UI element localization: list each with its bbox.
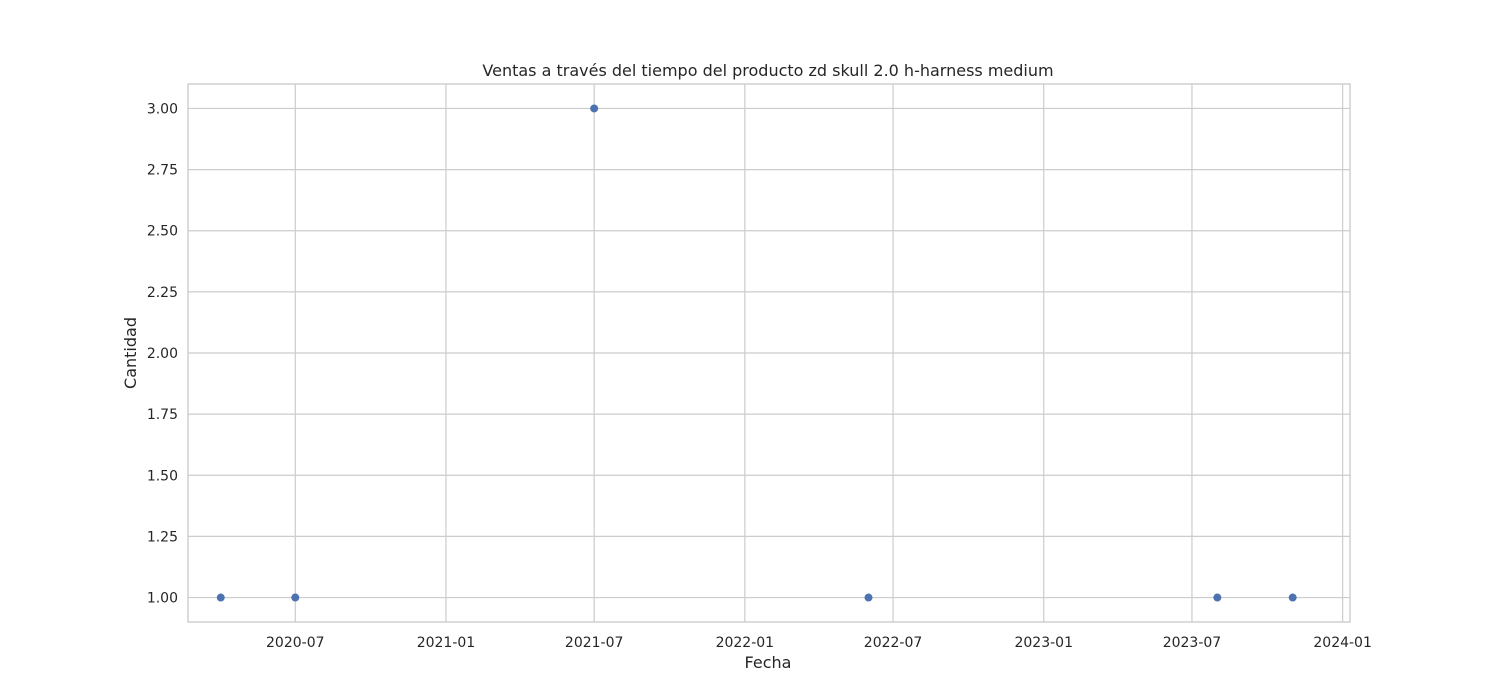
data-point: [1288, 593, 1297, 602]
x-tick-label: 2022-07: [864, 635, 923, 651]
x-axis-ticks: 2020-07 2021-01 2021-07 2022-01 2022-07 2023-…: [266, 635, 1372, 651]
chart-title: Ventas a través del tiempo del producto …: [482, 61, 1053, 80]
data-points: [216, 104, 1297, 602]
y-tick-label: 2.50: [147, 224, 178, 240]
y-tick-label: 2.00: [147, 346, 178, 362]
data-point: [1213, 593, 1222, 602]
y-tick-label: 2.75: [147, 163, 178, 179]
y-axis-label: Cantidad: [121, 317, 140, 389]
x-tick-label: 2023-01: [1014, 635, 1073, 651]
x-tick-label: 2024-01: [1313, 635, 1372, 651]
y-tick-label: 1.75: [147, 407, 178, 423]
y-tick-label: 2.25: [147, 285, 178, 301]
grid: [188, 84, 1350, 622]
y-axis-ticks: 1.00 1.25 1.50 1.75 2.00 2.25 2.50 2.75 3.00: [147, 101, 178, 606]
x-tick-label: 2021-07: [565, 635, 624, 651]
y-tick-label: 1.00: [147, 591, 178, 607]
data-point: [864, 593, 873, 602]
x-tick-label: 2020-07: [266, 635, 325, 651]
x-tick-label: 2023-07: [1163, 635, 1222, 651]
x-axis-label: Fecha: [745, 653, 792, 672]
y-tick-label: 1.25: [147, 529, 178, 545]
x-tick-label: 2022-01: [716, 635, 775, 651]
data-point: [590, 104, 599, 113]
plot-frame: [187, 83, 1351, 623]
data-point: [216, 593, 225, 602]
y-tick-label: 3.00: [147, 101, 178, 117]
y-tick-label: 1.50: [147, 468, 178, 484]
x-tick-label: 2021-01: [417, 635, 476, 651]
data-point: [291, 593, 300, 602]
